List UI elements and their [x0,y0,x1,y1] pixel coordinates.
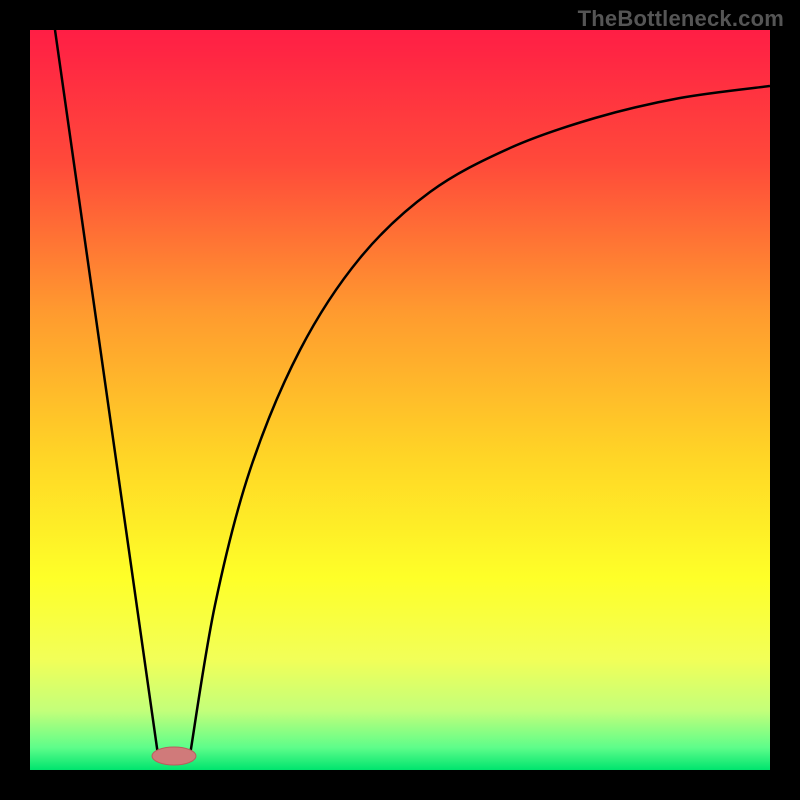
watermark-text: TheBottleneck.com [578,6,784,32]
plot-area [30,30,770,770]
plot-bg [30,30,770,770]
plot-svg [30,30,770,770]
valley-marker [152,747,196,765]
